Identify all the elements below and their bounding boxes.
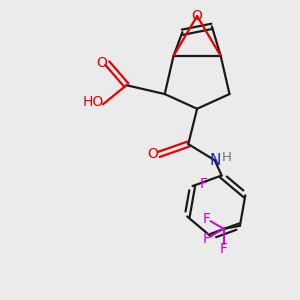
Text: N: N <box>209 153 220 168</box>
Text: F: F <box>202 212 210 226</box>
Text: HO: HO <box>83 95 104 109</box>
Text: O: O <box>192 9 203 23</box>
Text: F: F <box>202 232 210 246</box>
Text: F: F <box>220 242 228 256</box>
Text: O: O <box>97 56 107 70</box>
Text: O: O <box>148 147 158 161</box>
Text: F: F <box>200 177 208 191</box>
Text: H: H <box>222 152 232 164</box>
